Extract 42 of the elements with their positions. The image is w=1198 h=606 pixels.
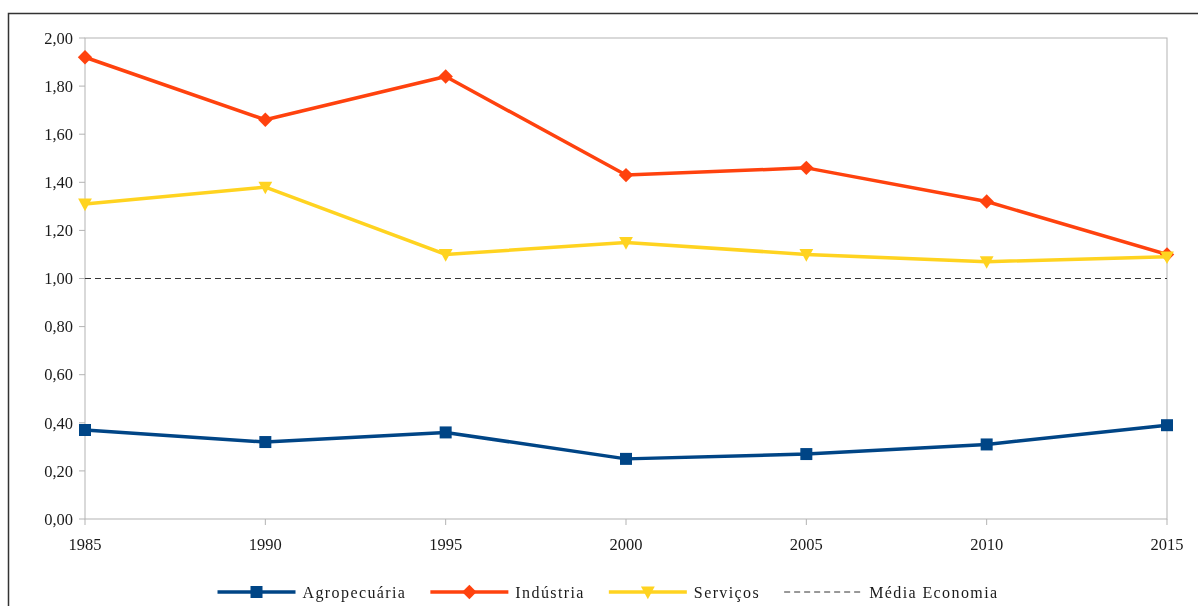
x-tick-label: 1985	[68, 535, 102, 554]
x-tick-label: 1995	[429, 535, 463, 554]
point	[979, 256, 994, 269]
legend-label: Indústria	[515, 583, 585, 601]
point	[799, 249, 814, 262]
point	[620, 452, 632, 465]
y-tick-label: 1,00	[44, 269, 73, 289]
y-tick-label: 0,00	[44, 509, 73, 529]
point	[1161, 419, 1173, 432]
y-tick-label: 1,20	[44, 221, 73, 241]
x-tick-label: 2015	[1150, 535, 1184, 554]
x-tick-label: 2005	[789, 535, 823, 554]
point	[619, 237, 633, 250]
point	[78, 198, 92, 212]
point	[979, 194, 994, 209]
y-tick-label: 0,40	[44, 413, 73, 433]
x-tick-label: 2010	[970, 535, 1004, 554]
point	[79, 424, 91, 437]
point	[439, 426, 452, 439]
x-tick-label: 2000	[609, 535, 643, 554]
y-tick-label: 1,40	[44, 173, 73, 193]
point	[438, 249, 453, 262]
x-tick-label: 1990	[248, 535, 282, 554]
point	[258, 112, 273, 127]
point	[1160, 251, 1174, 265]
point	[799, 160, 814, 176]
point	[77, 50, 93, 65]
point	[259, 436, 272, 449]
y-tick-label: 2,00	[44, 28, 73, 48]
y-tick-label: 1,80	[44, 76, 73, 96]
y-tick-label: 1,60	[44, 124, 73, 144]
point	[980, 438, 993, 451]
point	[438, 69, 453, 84]
y-tick-label: 0,60	[44, 365, 73, 385]
y-tick-label: 0,20	[44, 461, 73, 481]
y-tick-label: 0,80	[44, 317, 73, 337]
point	[258, 181, 273, 195]
legend-label: Serviços	[693, 583, 761, 602]
legend-label: Média Economia	[869, 583, 999, 601]
point	[800, 448, 813, 461]
point	[618, 167, 634, 183]
legend-label: Agropecuária	[302, 583, 407, 602]
